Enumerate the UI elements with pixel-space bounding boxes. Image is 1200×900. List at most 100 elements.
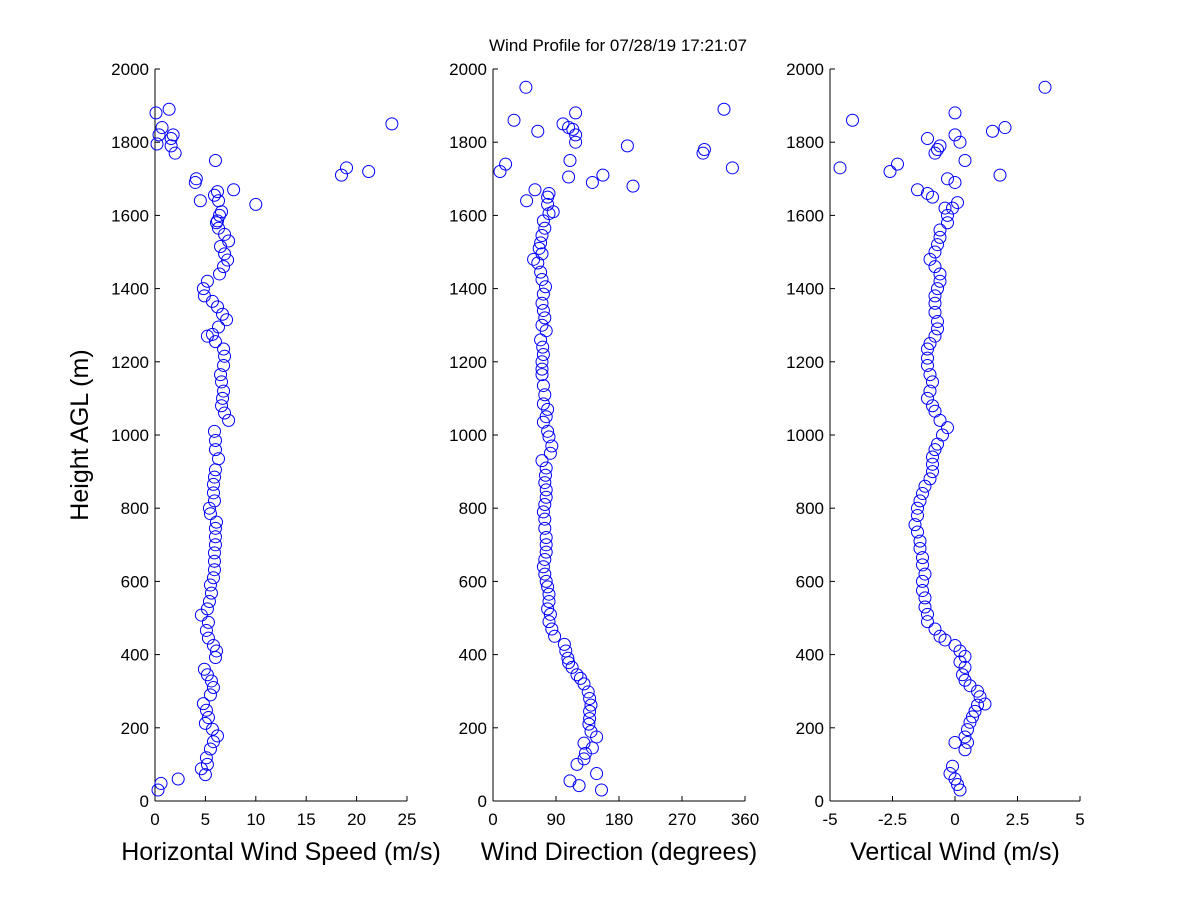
data-point [534, 265, 548, 279]
data-point [334, 168, 348, 182]
data-point [562, 170, 576, 184]
data-point [539, 538, 553, 552]
data-point [620, 139, 634, 153]
data-point [152, 128, 166, 142]
data-point [532, 241, 546, 255]
data-point [538, 521, 552, 535]
data-point [911, 501, 924, 515]
data-point [541, 424, 555, 438]
data-point [583, 712, 597, 726]
data-point [196, 282, 210, 296]
data-point [596, 168, 610, 182]
data-point [535, 296, 549, 310]
data-point [538, 498, 552, 512]
data-point [563, 774, 577, 788]
data-point [164, 139, 178, 153]
data-point [931, 238, 944, 252]
data-point [206, 477, 220, 491]
x-tick-label: 5 [201, 810, 210, 829]
panel-3-x-axis-label: Vertical Wind (m/s) [850, 838, 1060, 866]
data-point [585, 175, 599, 189]
data-point [539, 545, 553, 559]
data-point [538, 476, 552, 490]
data-point [697, 143, 711, 157]
data-point [218, 406, 232, 420]
x-tick-label: 0 [150, 810, 159, 829]
data-point [931, 282, 944, 296]
data-point [534, 236, 548, 250]
data-point [201, 711, 215, 725]
data-point [928, 245, 942, 259]
data-point [926, 457, 939, 471]
data-point [536, 287, 550, 301]
data-point [200, 757, 214, 771]
data-point [189, 172, 203, 186]
data-point [535, 229, 549, 243]
data-point [168, 146, 182, 160]
data-point [539, 410, 553, 424]
data-point [946, 201, 959, 215]
data-point [921, 186, 934, 200]
data-point [921, 615, 934, 629]
data-point [538, 388, 552, 402]
data-point [209, 216, 223, 230]
data-point [953, 135, 967, 149]
data-point [535, 362, 549, 376]
data-point [210, 214, 224, 228]
data-point [883, 164, 897, 178]
y-tick-label: 1800 [111, 133, 149, 152]
y-tick-label: 800 [796, 499, 824, 518]
data-point [931, 315, 944, 329]
data-point [928, 443, 942, 457]
data-point [217, 384, 231, 398]
data-point [936, 428, 949, 442]
y-tick-label: 600 [121, 572, 149, 591]
data-point [1038, 80, 1052, 94]
data-point [565, 660, 579, 674]
data-point [541, 197, 555, 211]
data-point [938, 201, 952, 215]
data-point [921, 607, 934, 621]
data-point [570, 668, 584, 682]
data-point [548, 629, 562, 643]
data-point [557, 637, 571, 651]
y-tick-label: 1000 [449, 426, 487, 445]
data-point [928, 329, 942, 343]
data-point [717, 102, 731, 116]
data-point [209, 515, 223, 529]
data-point [206, 571, 220, 585]
data-point [202, 595, 216, 609]
data-point [961, 735, 974, 749]
data-point [539, 468, 552, 482]
data-point [218, 349, 232, 363]
data-point [535, 318, 549, 332]
y-tick-label: 1600 [786, 206, 824, 225]
data-point [918, 567, 932, 581]
data-point [951, 778, 964, 792]
data-point [227, 183, 241, 197]
data-point [562, 121, 576, 135]
data-point [212, 320, 226, 334]
data-point [958, 730, 972, 744]
panel-1: 0 200 400 600 800 1000 1200 1400 1600 1800 2000 0 5 1… [111, 60, 441, 866]
data-point [520, 194, 534, 208]
data-point [948, 128, 962, 142]
data-point [196, 697, 210, 711]
data-point [545, 622, 559, 636]
data-point [362, 164, 376, 178]
data-point [931, 322, 944, 336]
data-point [941, 172, 954, 186]
y-tick-label: 0 [815, 792, 824, 811]
data-point [941, 216, 954, 230]
data-point [913, 534, 927, 548]
panel-3: 0 200 400 600 800 1000 1200 1400 1600 1800 2000 -5 -… [786, 60, 1085, 866]
data-point [207, 424, 221, 438]
y-tick-label: 200 [121, 719, 149, 738]
data-point [538, 512, 552, 526]
data-point [833, 161, 847, 175]
data-point [921, 351, 934, 365]
data-point [213, 267, 227, 281]
data-point [199, 703, 213, 717]
